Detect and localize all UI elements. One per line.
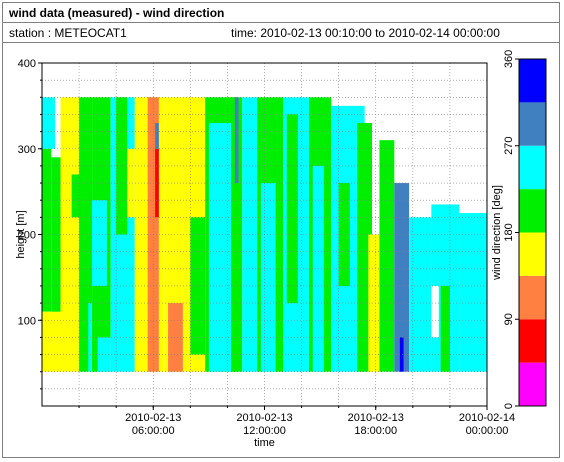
- data-cell: [234, 97, 239, 184]
- data-cell: [394, 183, 410, 372]
- colorbar-tick-label: 360: [503, 50, 515, 68]
- data-cell: [440, 285, 450, 372]
- info-bar: station : METEOCAT1 time: 2010-02-13 00:…: [3, 23, 559, 43]
- x-tick-label: 18:00:00: [354, 425, 397, 437]
- colorbar-band: [519, 275, 546, 320]
- colorbar-band: [519, 59, 546, 103]
- time-range-label: time: 2010-02-13 00:10:00 to 2010-02-14 …: [231, 26, 500, 40]
- data-cell: [459, 213, 487, 372]
- data-cell: [286, 114, 298, 304]
- data-cell: [399, 337, 404, 372]
- x-tick-label: 06:00:00: [132, 425, 175, 437]
- data-cell: [42, 148, 52, 312]
- colorbar-band: [519, 145, 546, 190]
- data-cell: [208, 123, 232, 372]
- data-cell: [260, 183, 276, 372]
- x-axis-label: time: [254, 437, 275, 449]
- data-cell: [60, 97, 80, 149]
- colorbar-band: [519, 189, 546, 233]
- x-tick-label: 12:00:00: [243, 425, 286, 437]
- data-cell: [431, 285, 439, 338]
- title-bar: wind data (measured) - wind direction: [3, 3, 559, 23]
- data-cell: [338, 183, 350, 286]
- data-cell: [409, 217, 432, 372]
- x-tick-label: 00:00:00: [466, 425, 509, 437]
- x-tick-label: 2010-02-13: [348, 412, 404, 424]
- chart-title: wind data (measured) - wind direction: [9, 6, 225, 20]
- colorbar-tick-label: 90: [503, 313, 515, 325]
- data-cell: [92, 200, 107, 286]
- y-tick-label: 200: [18, 230, 36, 242]
- data-cell: [116, 97, 128, 235]
- y-tick-label: 100: [18, 315, 36, 327]
- colorbar-band: [519, 102, 546, 146]
- y-axis-label: height [m]: [15, 210, 27, 258]
- data-cell: [97, 337, 111, 372]
- y-tick-label: 300: [18, 144, 36, 156]
- data-cell: [155, 123, 159, 149]
- colorbar-tick-label: 0: [503, 403, 515, 409]
- x-tick-label: 2010-02-13: [125, 412, 181, 424]
- colorbar-tick-label: 270: [503, 137, 515, 155]
- data-cell: [42, 311, 61, 372]
- colorbar-band: [519, 362, 546, 406]
- data-cell: [368, 234, 380, 372]
- data-cell: [127, 148, 135, 218]
- colorbar-band: [519, 319, 546, 363]
- x-tick-label: 2010-02-13: [236, 412, 292, 424]
- station-label: station : METEOCAT1: [9, 26, 127, 40]
- colorbar-band: [519, 232, 546, 276]
- colorbar-tick-label: 180: [503, 223, 515, 241]
- data-cell: [42, 97, 55, 149]
- colorbar-label: wind direction [deg]: [491, 185, 503, 281]
- data-cell: [379, 140, 395, 372]
- data-cell: [51, 157, 61, 355]
- data-cell: [134, 97, 146, 372]
- y-tick-label: 400: [18, 58, 36, 70]
- data-cell: [231, 97, 243, 372]
- data-cell: [71, 174, 83, 218]
- x-tick-label: 2010-02-14: [459, 412, 515, 424]
